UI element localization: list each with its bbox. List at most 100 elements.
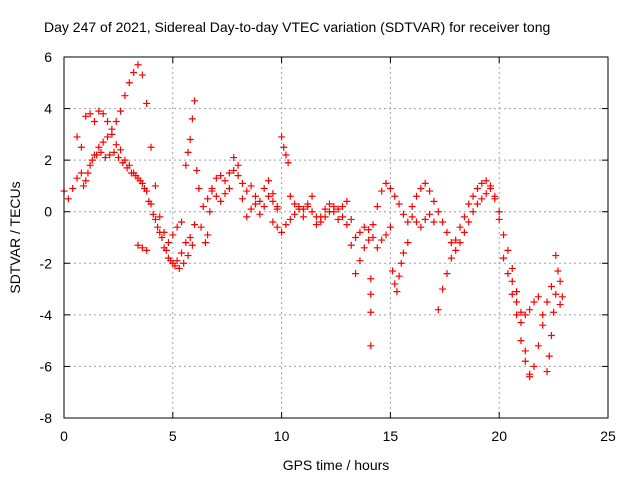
data-point xyxy=(386,185,394,193)
data-point xyxy=(110,148,118,156)
data-point xyxy=(367,342,375,350)
x-tick-label: 10 xyxy=(274,428,290,444)
y-tick-label: 4 xyxy=(44,101,52,117)
data-point xyxy=(393,288,401,296)
data-point xyxy=(230,166,238,174)
data-point xyxy=(500,231,508,239)
data-point xyxy=(269,218,277,226)
data-point xyxy=(186,234,194,241)
data-point xyxy=(378,187,386,195)
data-point xyxy=(108,130,116,138)
data-point xyxy=(391,280,399,288)
data-point xyxy=(82,177,90,185)
data-point xyxy=(178,218,186,226)
data-point xyxy=(452,246,460,254)
data-point xyxy=(513,298,521,306)
data-point xyxy=(291,210,299,218)
data-point xyxy=(382,231,390,239)
data-point xyxy=(143,246,151,254)
data-point xyxy=(149,210,157,218)
data-point xyxy=(434,208,442,216)
data-point xyxy=(521,357,529,365)
data-point xyxy=(325,200,333,208)
data-point xyxy=(151,182,159,190)
data-point xyxy=(517,319,525,327)
data-point xyxy=(343,197,351,205)
data-point xyxy=(456,223,464,231)
data-point xyxy=(330,208,338,216)
data-point xyxy=(156,228,164,236)
data-point xyxy=(156,213,164,221)
data-point xyxy=(339,213,347,221)
data-point xyxy=(73,174,81,182)
data-point xyxy=(321,205,329,213)
y-tick-label: -8 xyxy=(40,410,53,426)
data-point xyxy=(84,169,92,177)
data-point xyxy=(517,337,525,345)
data-point xyxy=(473,200,481,208)
series-group xyxy=(389,179,503,296)
data-point xyxy=(521,347,529,355)
data-point xyxy=(238,195,246,203)
data-point xyxy=(447,239,455,247)
data-point xyxy=(132,172,140,180)
data-point xyxy=(386,223,394,231)
data-point xyxy=(460,228,468,236)
data-point xyxy=(286,215,294,223)
data-point xyxy=(145,197,153,205)
data-point xyxy=(186,136,194,144)
data-point xyxy=(334,205,342,213)
data-point xyxy=(212,192,220,200)
data-point xyxy=(447,254,455,262)
data-point xyxy=(193,166,201,174)
data-point xyxy=(556,301,564,309)
series-group xyxy=(60,61,186,247)
data-point xyxy=(199,203,207,211)
data-point xyxy=(482,177,490,185)
data-point xyxy=(426,210,434,218)
y-tick-label: -2 xyxy=(40,255,53,271)
data-point xyxy=(225,169,233,177)
data-point xyxy=(206,208,214,216)
data-point xyxy=(443,270,451,278)
data-point xyxy=(104,133,112,141)
data-point xyxy=(141,185,149,193)
data-point xyxy=(119,159,127,167)
series-group xyxy=(80,148,196,272)
data-point xyxy=(286,192,294,200)
data-point xyxy=(486,182,494,190)
data-point xyxy=(426,187,434,195)
data-point xyxy=(367,275,375,283)
data-point xyxy=(417,185,425,193)
data-point xyxy=(352,234,360,241)
x-tick-label: 0 xyxy=(60,428,68,444)
data-point xyxy=(182,161,190,169)
data-point xyxy=(151,215,159,223)
data-point xyxy=(526,373,534,381)
data-point xyxy=(243,213,251,221)
data-point xyxy=(112,141,120,149)
data-point xyxy=(469,208,477,216)
data-point xyxy=(175,264,183,272)
data-point xyxy=(352,270,360,278)
data-point xyxy=(526,306,534,314)
data-point xyxy=(465,218,473,226)
data-point xyxy=(399,249,407,257)
data-point xyxy=(554,267,562,275)
data-point xyxy=(543,298,551,306)
data-point xyxy=(80,182,88,190)
data-point xyxy=(408,213,416,221)
data-point xyxy=(143,99,151,107)
series-group xyxy=(508,252,566,376)
data-point xyxy=(234,172,242,180)
data-point xyxy=(534,342,542,350)
data-point xyxy=(158,234,166,241)
data-point xyxy=(77,143,85,151)
data-point xyxy=(82,112,90,120)
data-point xyxy=(473,185,481,193)
data-point xyxy=(265,177,273,185)
data-point xyxy=(521,311,529,319)
data-point xyxy=(134,241,142,249)
data-point xyxy=(456,239,464,247)
